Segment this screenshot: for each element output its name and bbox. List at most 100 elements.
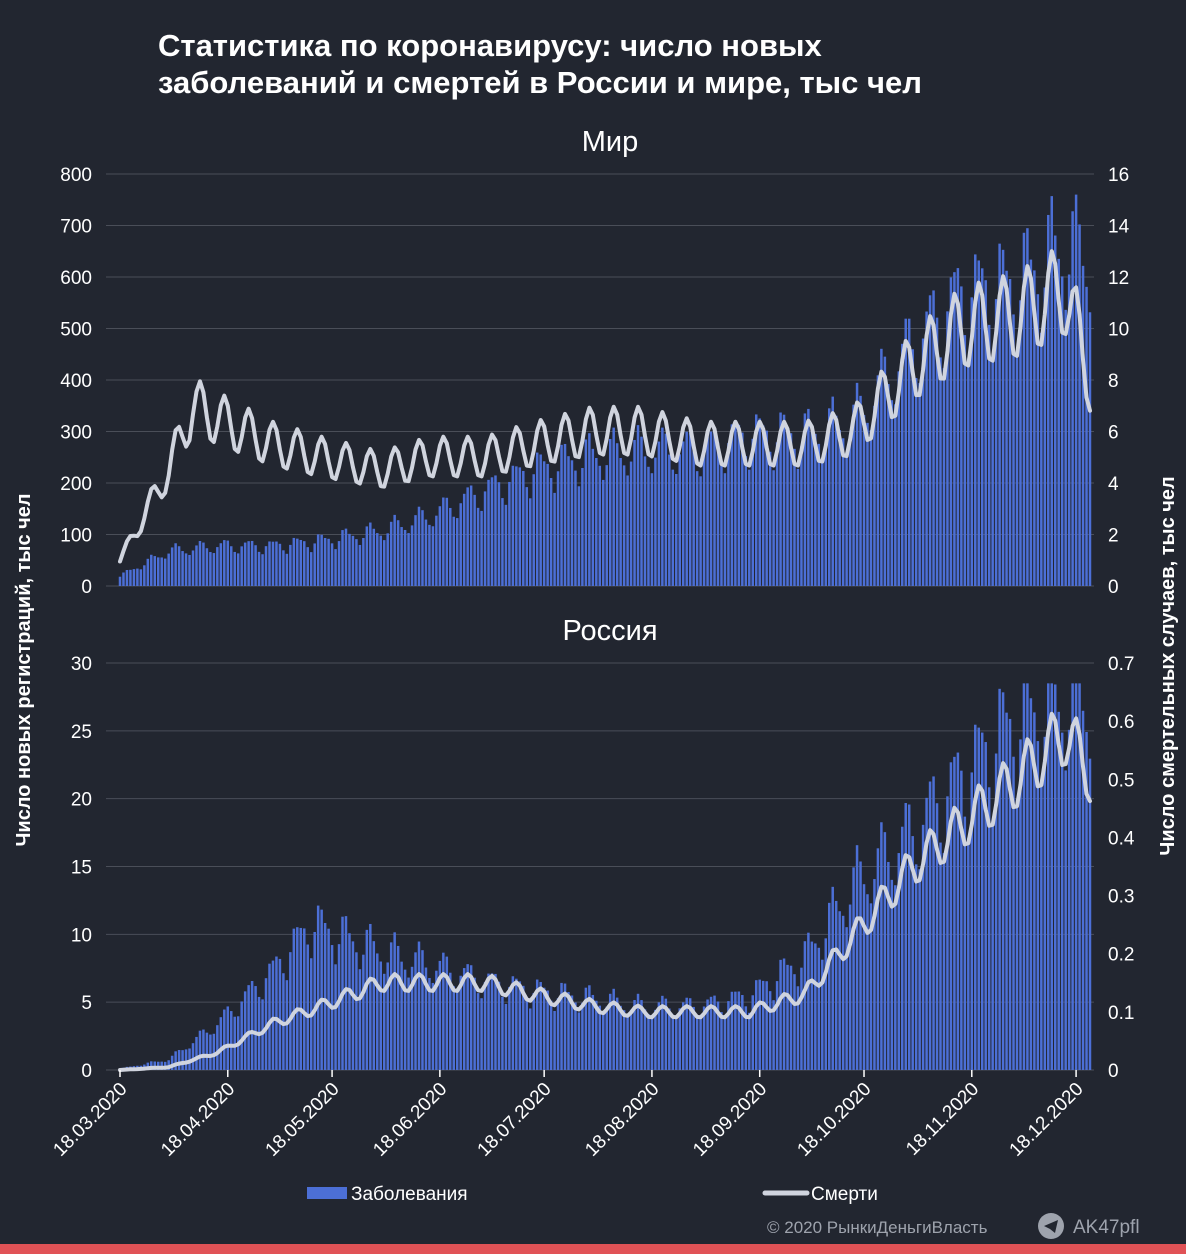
cases-bar: [956, 268, 960, 586]
cases-bar: [650, 1017, 654, 1070]
cases-bar: [911, 349, 914, 586]
cases-bar: [542, 987, 546, 1070]
cases-bar: [473, 494, 476, 586]
cases-bar: [622, 1010, 626, 1070]
cases-bar: [939, 842, 942, 1070]
cases-bar: [890, 400, 894, 586]
cases-bar: [831, 396, 834, 586]
cases-bar: [810, 426, 814, 586]
cases-bar: [1036, 741, 1040, 1070]
cases-bar: [942, 368, 946, 586]
cases-bar: [282, 973, 285, 1070]
cases-bar: [748, 469, 751, 586]
cases-bar: [567, 456, 570, 586]
cases-bar: [431, 526, 435, 586]
cases-bar: [678, 1008, 681, 1070]
x-tick-label: 18.07.2020: [474, 1079, 556, 1161]
cases-bar: [709, 996, 713, 1070]
cases-bar: [508, 987, 511, 1070]
cases-bar: [588, 433, 591, 586]
x-tick-label: 18.09.2020: [689, 1079, 771, 1161]
cases-bar: [1047, 214, 1050, 586]
cases-bar: [685, 997, 688, 1070]
cases-bar: [1078, 224, 1081, 586]
cases-bar: [219, 1017, 223, 1070]
y-right-tick-label: 0.2: [1108, 945, 1134, 966]
cases-bar: [907, 804, 911, 1070]
cases-bar: [438, 506, 442, 586]
cases-bar: [522, 470, 525, 586]
cases-bar: [553, 492, 556, 586]
cases-bar: [1029, 698, 1033, 1070]
cases-bar: [654, 1009, 657, 1070]
cases-bar: [855, 845, 859, 1070]
cases-bar: [320, 909, 323, 1070]
footer: © 2020 РынкиДеньгиВласть AK47pfl: [767, 1213, 1140, 1239]
cases-bar: [1078, 683, 1081, 1070]
cases-bar: [303, 928, 306, 1070]
cases-bar: [1008, 279, 1012, 586]
cases-bar: [323, 538, 327, 586]
cases-bar: [296, 927, 299, 1070]
cases-bar: [292, 537, 296, 586]
cases-bar: [901, 826, 904, 1070]
cases-bar: [845, 927, 848, 1070]
cases-bar: [751, 995, 754, 1070]
cases-bar: [525, 999, 529, 1070]
cases-bar: [974, 254, 977, 586]
cases-bar: [515, 978, 518, 1070]
cases-bar: [744, 456, 748, 586]
cases-bar: [504, 504, 508, 586]
cases-bar: [779, 959, 782, 1070]
cases-bar: [487, 973, 490, 1070]
footer-channel[interactable]: AK47pfl: [1073, 1217, 1140, 1238]
cases-bar: [1026, 683, 1029, 1070]
cases-bar: [348, 933, 351, 1070]
cases-bar: [577, 486, 581, 586]
y-right-tick-label: 4: [1108, 474, 1119, 495]
cases-bar: [570, 995, 574, 1070]
cases-bar: [1057, 258, 1060, 586]
cases-bar: [344, 528, 348, 586]
cases-bar: [191, 550, 195, 586]
cases-bar: [393, 514, 396, 586]
cases-bar: [539, 982, 542, 1070]
cases-bar: [139, 569, 143, 586]
cases-bar: [351, 941, 355, 1070]
cases-bar: [602, 1013, 605, 1070]
cases-bar: [236, 553, 240, 586]
cases-bar: [122, 572, 125, 586]
cases-bar: [789, 433, 793, 586]
cases-bar: [647, 466, 650, 586]
cases-bar: [664, 998, 668, 1070]
cases-bar: [191, 1043, 195, 1070]
cases-bar: [275, 541, 278, 586]
cases-bar: [522, 985, 525, 1070]
cases-bar: [991, 357, 994, 586]
cases-bar: [188, 554, 191, 586]
cases-bar: [459, 975, 462, 1070]
cases-bar: [243, 991, 247, 1070]
cases-bar: [386, 533, 389, 586]
cases-bar: [894, 404, 897, 586]
y-left-tick-label: 400: [60, 371, 92, 392]
cases-bar: [754, 414, 758, 586]
cases-bar: [946, 311, 949, 586]
cases-bar: [1060, 732, 1064, 1070]
cases-bar: [174, 543, 177, 586]
cases-bar: [866, 422, 869, 586]
cases-bar: [1012, 756, 1015, 1070]
x-tick-label: 18.12.2020: [1006, 1079, 1088, 1161]
cases-bar: [334, 964, 337, 1070]
y-left-tick-label: 15: [71, 858, 92, 879]
cases-bar: [226, 1006, 230, 1070]
cases-bar: [501, 498, 504, 586]
cases-bar: [629, 1009, 633, 1070]
cases-bar: [195, 1036, 198, 1070]
cases-bar: [796, 986, 800, 1070]
cases-bar: [980, 732, 984, 1070]
cases-bar: [675, 1017, 678, 1070]
panel-russia: Россия 0 5 10 15 20 25 30 0 0.1 0.2 0.3 0.4 0.5 0.6 0.7: [71, 615, 1135, 1082]
cases-bar: [424, 519, 428, 586]
cases-bar: [240, 546, 243, 586]
